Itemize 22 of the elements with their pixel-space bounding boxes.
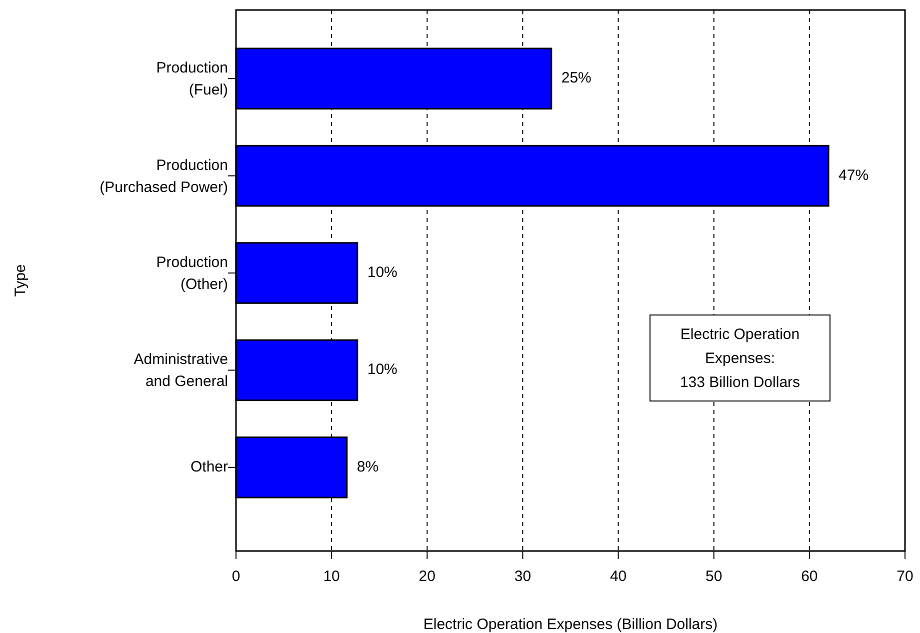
x-tick-label: 70 (896, 568, 914, 585)
x-tick-label: 30 (514, 568, 532, 585)
y-axis-title: Type (12, 264, 29, 297)
annotation: 47% (838, 166, 869, 184)
y-tick-label: Production (Purchased Power) (100, 156, 228, 196)
x-tick-label: 10 (323, 568, 340, 585)
annotation: 25% (561, 70, 592, 87)
y-tick-label: Production (Other) (156, 254, 228, 293)
x-tick-label: 20 (418, 568, 436, 585)
x-tick-label: 40 (610, 568, 627, 585)
x-axis-title: Electric Operation Expenses (Billion Dollars) (423, 616, 718, 633)
annotation: 8% (356, 458, 379, 476)
y-tick-label: Other (190, 458, 228, 476)
y-tick-label: Administrative and General (134, 351, 228, 390)
text-box: Electric Operation Expenses: 133 Billion Dollars (650, 314, 830, 402)
x-tick-label: 50 (706, 568, 722, 585)
annotation: 10% (367, 361, 398, 378)
annotation: Electric Operation Expenses: 133 Billion Dollars (680, 326, 800, 391)
annotation: 10% (367, 264, 398, 281)
x-tick-label: 60 (801, 568, 818, 585)
y-tick-label: Production (Fuel) (156, 60, 228, 99)
x-tick-label: 0 (232, 568, 240, 585)
